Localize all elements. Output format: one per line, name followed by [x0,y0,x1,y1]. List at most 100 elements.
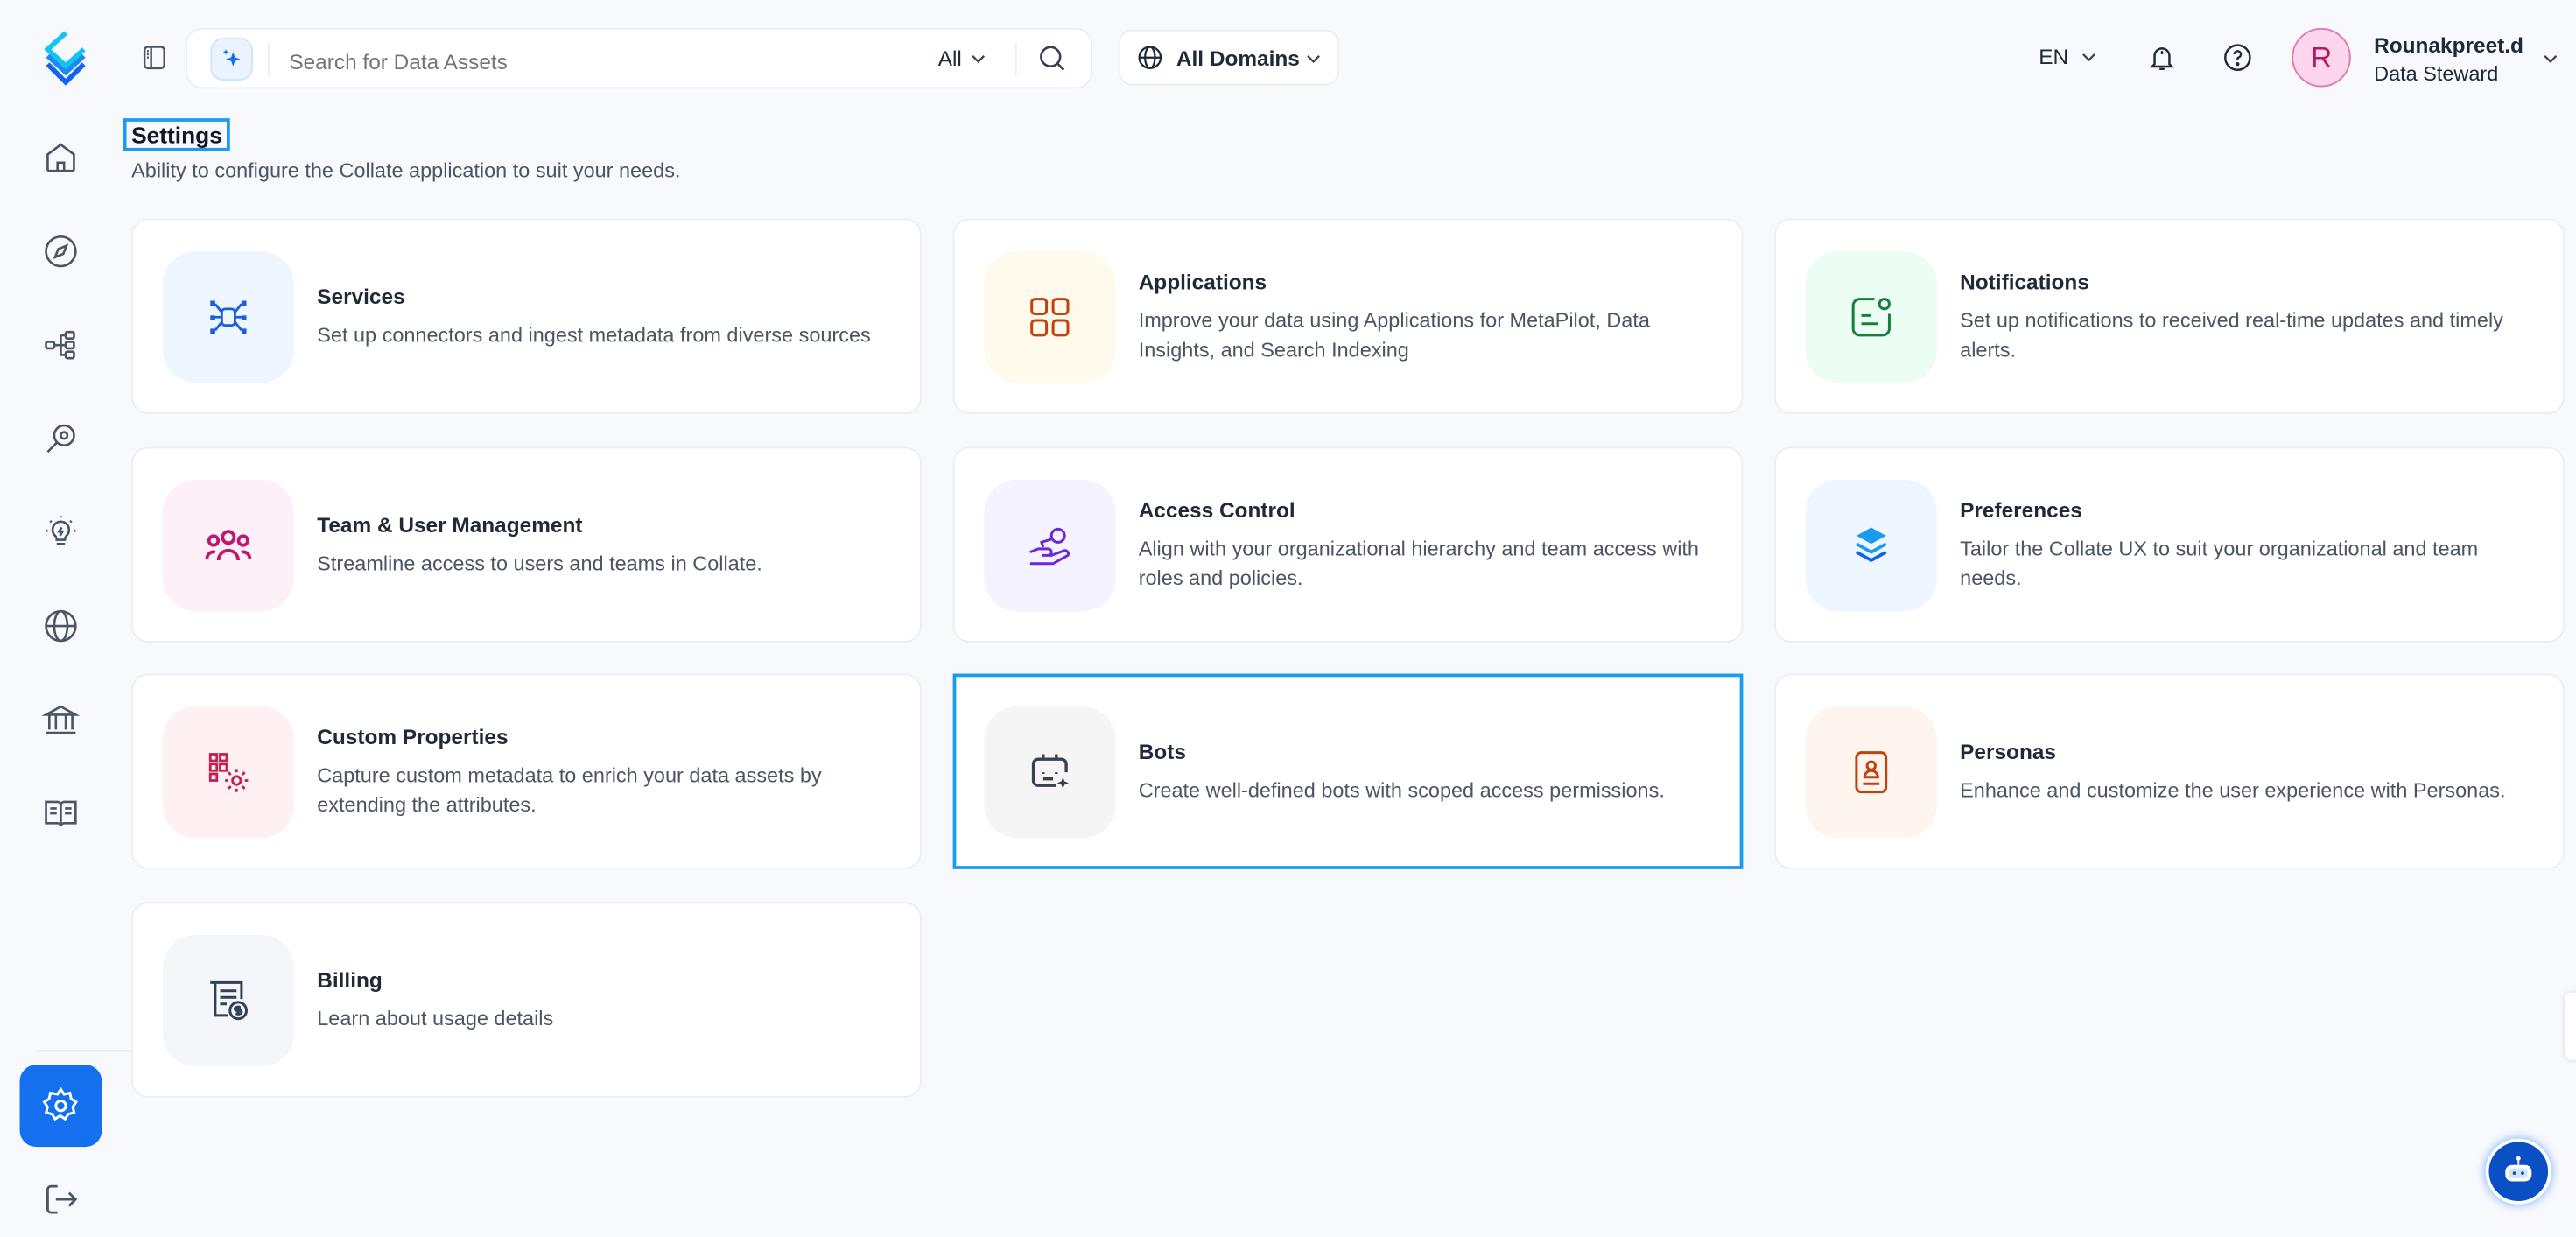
card-title: Access Control [1138,496,1295,522]
card-title: Team & User Management [317,511,583,537]
sidebar-item-lineage[interactable] [41,326,81,365]
team-icon [205,530,252,561]
globe-icon [45,609,77,643]
help-button[interactable] [2222,43,2252,73]
persona-icon [1855,751,1888,794]
search-icon [1040,46,1065,71]
search-scope-value: All [937,46,962,71]
settings-card-bots[interactable]: Bots Create well-defined bots with scope… [952,673,1744,869]
chevron-down-icon [2544,55,2558,63]
sidebar-item-domains[interactable] [41,607,81,646]
access-key-icon [1029,527,1070,566]
sidebar-item-insights[interactable] [41,513,81,552]
logout-icon [46,1184,78,1214]
chatbot-button[interactable] [2485,1138,2551,1205]
chevron-down-icon [1307,55,1320,63]
language-value: EN [2039,44,2069,69]
apps-grid-icon [1030,298,1070,337]
preferences-layers-icon [1855,527,1887,563]
settings-card-billing[interactable]: Billing Learn about usage details [131,902,922,1098]
avatar: R [2292,27,2351,88]
globe-icon [1138,46,1162,70]
card-description: Create well-defined bots with scoped acc… [1138,777,1665,801]
user-name: Rounakpreet.d [2374,32,2523,58]
sidebar-toggle-button[interactable] [141,45,167,71]
sidebar-divider [36,1050,191,1052]
card-icon-box [1805,251,1937,383]
search-bar: All [186,27,1093,89]
card-icon-box [1805,706,1937,839]
bot-icon [1031,754,1069,789]
search-input[interactable] [285,39,917,82]
sidebar-item-observability[interactable] [41,419,81,459]
card-description: Set up connectors and ingest metadata fr… [317,322,871,347]
sidebar-item-explore[interactable] [41,232,81,271]
card-title: Applications [1138,268,1267,294]
settings-card-applications[interactable]: Applications Improve your data using App… [952,218,1744,414]
card-title: Billing [317,966,383,992]
card-description: Capture custom metadata to enrich your d… [317,763,822,816]
services-icon [210,300,247,334]
lineage-icon [45,330,75,360]
card-icon-box [984,706,1116,839]
bell-icon [2149,47,2175,71]
sidebar-item-settings[interactable] [19,1065,102,1148]
domain-selector[interactable]: All Domains [1119,29,1339,86]
card-icon-box [1805,480,1937,612]
domain-value: All Domains [1176,46,1300,71]
card-icon-box [984,251,1116,383]
card-description: Enhance and customize the user experienc… [1960,777,2506,801]
chevron-down-icon [2082,53,2095,61]
card-description: Improve your data using Applications for… [1138,307,1650,361]
help-icon [2224,44,2251,71]
sidebar-panel-icon [143,46,165,70]
card-description: Set up notifications to received real-ti… [1960,307,2503,361]
language-selector[interactable]: EN [2039,45,2096,69]
card-icon-box [162,480,294,612]
card-title: Preferences [1960,496,2082,522]
gear-icon [42,1086,78,1121]
card-title: Notifications [1960,268,2089,294]
settings-card-personas[interactable]: Personas Enhance and customize the user … [1774,673,2565,869]
notifications-button[interactable] [2147,43,2177,73]
user-menu[interactable]: R Rounakpreet.d Data Steward [2292,27,2563,90]
page-subtitle: Ability to configure the Collate applica… [131,159,681,183]
ai-search-button[interactable] [210,38,254,81]
card-icon-box [162,706,294,839]
card-description: Tailor the Collate UX to suit your organ… [1960,536,2479,589]
card-icon-box [162,934,294,1067]
settings-card-access-control[interactable]: Access Control Align with your organizat… [952,446,1744,643]
page-title: Settings [123,118,231,151]
card-icon-box [162,251,294,383]
card-icon-box [984,480,1116,612]
card-title: Personas [1960,738,2057,763]
side-drawer-tab[interactable] [2564,992,2576,1060]
card-title: Custom Properties [317,723,509,749]
compass-icon [45,235,77,268]
billing-icon [210,980,249,1021]
sidebar-item-governance[interactable] [41,700,81,740]
card-description: Streamline access to users and teams in … [317,551,762,574]
lightbulb-icon [46,516,76,545]
search-scope-dropdown[interactable]: All [938,46,986,71]
observability-icon [46,424,75,453]
search-button[interactable] [1038,45,1066,73]
settings-card-custom-properties[interactable]: Custom Properties Capture custom metadat… [131,673,922,869]
custom-properties-icon [208,753,249,792]
settings-card-services[interactable]: Services Set up connectors and ingest me… [131,218,922,414]
sidebar-item-glossary[interactable] [41,794,81,833]
settings-card-notifications[interactable]: Notifications Set up notifications to re… [1774,218,2565,414]
card-description: Learn about usage details [317,1006,554,1030]
card-title: Bots [1138,738,1186,763]
user-role: Data Steward [2374,62,2499,86]
app-logo[interactable] [39,30,92,86]
book-icon [45,800,77,827]
sparkle-icon [222,49,241,67]
card-description: Align with your organizational hierarchy… [1138,536,1700,589]
chevron-down-icon [972,54,986,63]
logout-button[interactable] [41,1180,81,1219]
sidebar-item-home[interactable] [41,138,81,178]
home-icon [46,143,75,172]
settings-card-preferences[interactable]: Preferences Tailor the Collate UX to sui… [1774,446,2565,643]
settings-card-team-user-management[interactable]: Team & User Management Streamline access… [131,446,922,643]
